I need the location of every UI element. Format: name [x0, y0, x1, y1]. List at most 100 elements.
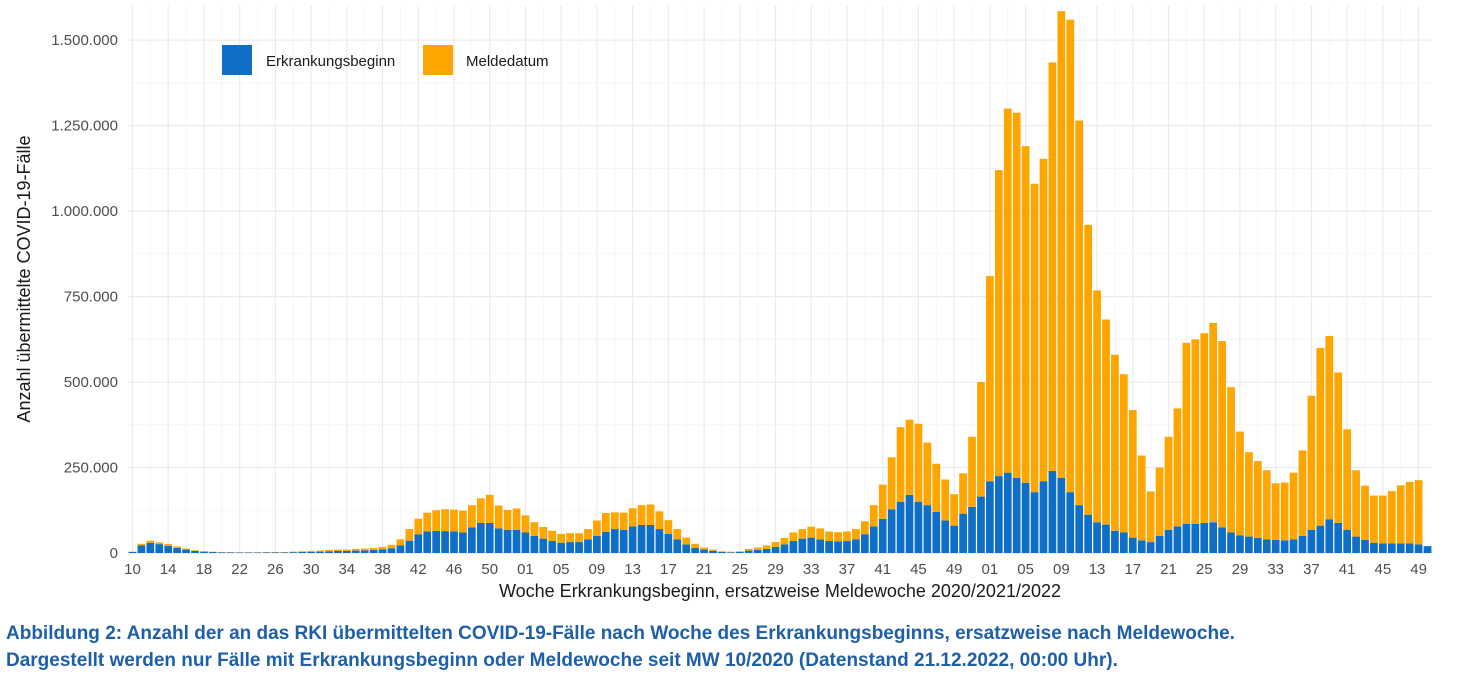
bar-meldedatum [378, 546, 387, 550]
bar-erkrankungsbeginn [539, 538, 548, 553]
bar-erkrankungsbeginn [164, 545, 173, 553]
bar-erkrankungsbeginn [1003, 472, 1012, 553]
bar-erkrankungsbeginn [521, 532, 530, 553]
bar-erkrankungsbeginn [1048, 470, 1057, 553]
x-tick-label: 25 [731, 561, 748, 578]
bar-meldedatum [977, 382, 985, 497]
legend: Erkrankungsbeginn Meldedatum [222, 45, 549, 75]
bar-meldedatum [1307, 395, 1316, 530]
x-tick-label: 01 [517, 561, 534, 578]
bar-meldedatum [1396, 485, 1405, 544]
bar-erkrankungsbeginn [1119, 532, 1128, 553]
bar-erkrankungsbeginn [432, 530, 441, 553]
bar-meldedatum [735, 551, 744, 552]
bar-meldedatum [744, 548, 753, 551]
bar-erkrankungsbeginn [414, 534, 423, 553]
bar-erkrankungsbeginn [566, 542, 574, 553]
bar-erkrankungsbeginn [735, 551, 744, 553]
bar-erkrankungsbeginn [226, 552, 235, 553]
bar-meldedatum [664, 520, 673, 534]
bar-erkrankungsbeginn [396, 545, 405, 553]
figure-caption: Abbildung 2: Anzahl der an das RKI überm… [6, 620, 1466, 674]
bar-meldedatum [816, 528, 825, 540]
bar-meldedatum [1316, 347, 1325, 526]
x-tick-label: 14 [160, 561, 177, 578]
bar-meldedatum [1209, 322, 1218, 523]
bar-meldedatum [1370, 495, 1378, 543]
bar-erkrankungsbeginn [1414, 544, 1423, 553]
bar-meldedatum [566, 533, 574, 543]
bar-meldedatum [307, 550, 315, 552]
bar-erkrankungsbeginn [423, 531, 432, 553]
bar-erkrankungsbeginn [1128, 537, 1137, 553]
bar-erkrankungsbeginn [941, 520, 950, 553]
bar-erkrankungsbeginn [235, 552, 244, 553]
bar-erkrankungsbeginn [1387, 543, 1396, 553]
legend-swatch-erkrankungsbeginn [222, 45, 252, 75]
bar-erkrankungsbeginn [1227, 532, 1235, 553]
bar-erkrankungsbeginn [280, 552, 289, 553]
y-tick-label: 1.500.000 [51, 32, 118, 49]
x-tick-label: 45 [910, 561, 927, 578]
bar-meldedatum [994, 170, 1003, 477]
y-axis-title: Anzahl übermittelte COVID-19-Fälle [14, 135, 34, 422]
bar-meldedatum [860, 521, 869, 535]
bar-erkrankungsbeginn [718, 551, 726, 553]
bar-erkrankungsbeginn [244, 552, 253, 553]
bar-erkrankungsbeginn [155, 544, 164, 553]
bar-erkrankungsbeginn [1209, 522, 1218, 553]
bar-meldedatum [1325, 335, 1334, 520]
bar-erkrankungsbeginn [1370, 542, 1378, 553]
bar-erkrankungsbeginn [1405, 543, 1414, 553]
bar-meldedatum [1102, 319, 1110, 525]
bar-meldedatum [1012, 112, 1021, 478]
bar-meldedatum [1111, 354, 1119, 531]
x-tick-label: 21 [1160, 561, 1177, 578]
x-tick-label: 41 [1339, 561, 1356, 578]
x-tick-label: 18 [196, 561, 213, 578]
bar-meldedatum [610, 512, 619, 530]
bar-erkrankungsbeginn [709, 550, 717, 553]
bar-erkrankungsbeginn [887, 509, 896, 553]
bar-meldedatum [1387, 491, 1396, 544]
bar-erkrankungsbeginn [816, 539, 825, 553]
bar-erkrankungsbeginn [878, 518, 887, 553]
bar-meldedatum [173, 546, 181, 548]
bar-erkrankungsbeginn [1253, 537, 1262, 553]
bar-erkrankungsbeginn [441, 531, 449, 553]
bar-erkrankungsbeginn [691, 547, 700, 553]
bar-meldedatum [1379, 495, 1387, 544]
bar-erkrankungsbeginn [843, 541, 851, 553]
bar-meldedatum [628, 508, 637, 527]
bar-erkrankungsbeginn [575, 542, 583, 553]
bar-meldedatum [878, 484, 887, 519]
x-tick-label: 09 [589, 561, 606, 578]
bar-erkrankungsbeginn [557, 542, 566, 553]
bar-erkrankungsbeginn [342, 550, 351, 553]
bar-erkrankungsbeginn [512, 529, 521, 553]
bar-meldedatum [1343, 429, 1352, 530]
bar-meldedatum [1352, 470, 1360, 537]
bar-erkrankungsbeginn [753, 549, 762, 553]
bar-erkrankungsbeginn [1325, 519, 1334, 553]
x-tick-label: 13 [1089, 561, 1106, 578]
bar-erkrankungsbeginn [860, 534, 869, 553]
bar-erkrankungsbeginn [548, 541, 557, 553]
bar-meldedatum [619, 512, 628, 530]
x-tick-label: 05 [553, 561, 570, 578]
bar-erkrankungsbeginn [1245, 536, 1253, 553]
bar-meldedatum [450, 509, 458, 532]
x-tick-label: 45 [1375, 561, 1392, 578]
chart: 0 250.000 500.000 750.000 1.000.000 1.250.000… [14, 6, 1432, 601]
y-tick-label: 750.000 [64, 289, 118, 306]
caption-line-2: Dargestellt werden nur Fälle mit Erkrank… [6, 650, 1118, 671]
bar-meldedatum [1030, 183, 1039, 493]
bar-erkrankungsbeginn [1236, 535, 1244, 553]
y-tick-label: 1.250.000 [51, 118, 118, 135]
bar-erkrankungsbeginn [914, 501, 923, 553]
bar-erkrankungsbeginn [950, 525, 959, 553]
bar-meldedatum [1119, 374, 1128, 533]
bar-erkrankungsbeginn [932, 511, 941, 553]
bar-erkrankungsbeginn [771, 546, 780, 553]
bar-erkrankungsbeginn [584, 539, 592, 553]
